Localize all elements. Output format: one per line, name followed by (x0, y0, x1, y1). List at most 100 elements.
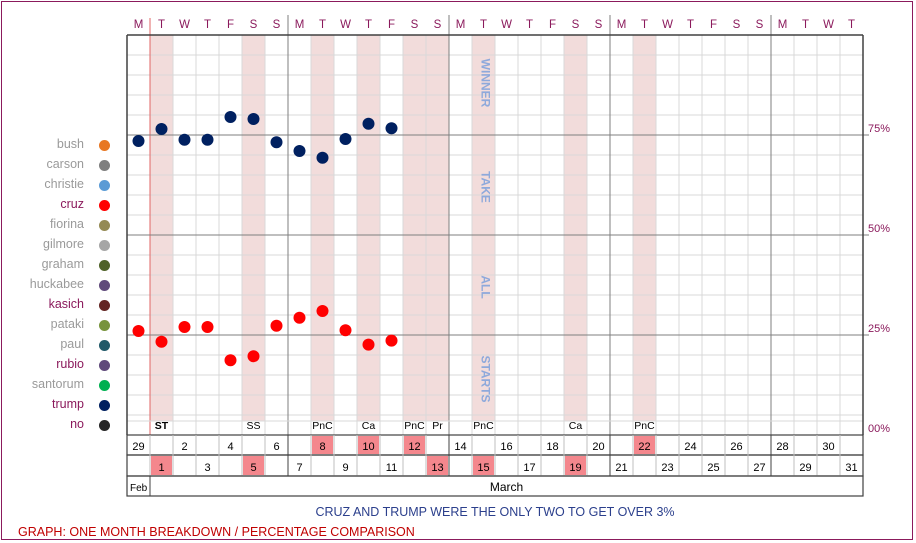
y-tick-label: 25% (868, 323, 890, 335)
trump-point (270, 136, 283, 149)
day-number: 16 (500, 441, 512, 453)
weekday-letter: T (526, 19, 533, 31)
day-number: 4 (227, 441, 233, 453)
y-tick-label: 50% (868, 223, 890, 235)
date-highlight-cell (427, 456, 448, 475)
cruz-point (270, 319, 283, 332)
day-number: 15 (477, 462, 489, 474)
legend-dot (99, 320, 110, 331)
highlight-band (311, 35, 334, 421)
chart-title: CRUZ AND TRUMP WERE THE ONLY TWO TO GET … (315, 505, 675, 519)
day-number: 9 (342, 462, 348, 474)
y-tick-label: 00% (868, 423, 890, 435)
legend-item-kasich: kasich (0, 296, 114, 316)
legend-label: pataki (50, 317, 84, 331)
day-number: 19 (569, 462, 581, 474)
day-number: 28 (776, 441, 788, 453)
legend-label: carson (46, 157, 84, 171)
trump-point (178, 133, 191, 146)
legend-dot (99, 300, 110, 311)
month-label: Feb (130, 483, 148, 494)
day-number: 30 (822, 441, 834, 453)
weekday-letter: T (480, 19, 487, 31)
month-row (126, 475, 864, 497)
highlight-band (242, 35, 265, 421)
weekday-letter: W (501, 19, 512, 31)
day-number: 2 (181, 441, 187, 453)
weekday-letter: S (411, 19, 419, 31)
day-number: 7 (296, 462, 302, 474)
highlight-band (357, 35, 380, 421)
day-number: 26 (730, 441, 742, 453)
weekday-letter: F (549, 19, 556, 31)
cruz-point (385, 334, 398, 347)
legend-label: graham (41, 257, 84, 271)
day-number: 21 (615, 462, 627, 474)
legend-item-no: no (0, 416, 114, 436)
weekday-letter: W (340, 19, 351, 31)
legend-item-trump: trump (0, 396, 114, 416)
weekday-letter: S (733, 19, 741, 31)
legend-label: kasich (48, 297, 84, 311)
band-word: ALL (478, 275, 492, 298)
highlight-band (426, 35, 449, 421)
legend-dot (99, 380, 110, 391)
weekday-letter: W (662, 19, 673, 31)
cruz-point (247, 350, 260, 363)
day-number: 20 (592, 441, 604, 453)
weekday-letter: T (641, 19, 648, 31)
legend-dot (99, 360, 110, 371)
highlight-band (150, 35, 173, 421)
legend-label: fiorina (49, 217, 84, 231)
event-label: SS (246, 420, 260, 432)
cruz-point (178, 321, 191, 333)
legend-dot (99, 340, 110, 351)
highlight-band (564, 35, 587, 421)
date-highlight-cell (404, 436, 425, 454)
legend-item-christie: christie (0, 176, 114, 196)
legend-label: huckabee (29, 277, 84, 291)
day-number: 6 (273, 441, 279, 453)
trump-point (385, 122, 398, 135)
legend-label: no (70, 417, 84, 431)
legend-item-cruz: cruz (0, 196, 114, 216)
weekday-letter: M (617, 19, 627, 31)
event-label: Ca (362, 420, 376, 432)
legend-label: cruz (60, 197, 84, 211)
event-label: PnC (312, 420, 333, 432)
day-number: 8 (319, 441, 325, 453)
weekday-letter: M (778, 19, 788, 31)
cruz-point (339, 324, 352, 337)
event-label: Ca (569, 420, 583, 432)
day-number: 29 (799, 462, 811, 474)
weekday-letter: S (273, 19, 281, 31)
legend-item-pataki: pataki (0, 316, 114, 336)
cruz-point (224, 354, 237, 367)
cruz-point (155, 335, 168, 348)
weekday-letter: M (134, 19, 144, 31)
legend-dot (99, 160, 110, 171)
weekday-letter: T (802, 19, 809, 31)
day-number: 23 (661, 462, 673, 474)
day-number: 25 (707, 462, 719, 474)
legend-item-huckabee: huckabee (0, 276, 114, 296)
event-label: Pr (432, 420, 443, 432)
cruz-point (293, 311, 306, 324)
day-number: 5 (250, 462, 256, 474)
weekday-letter: M (456, 19, 466, 31)
day-number: 10 (362, 441, 374, 453)
event-label: PnC (404, 420, 425, 432)
legend-item-carson: carson (0, 156, 114, 176)
graph-description: GRAPH: ONE MONTH BREAKDOWN / PERCENTAGE … (18, 525, 415, 539)
date-highlight-cell (243, 456, 264, 475)
day-number: 12 (408, 441, 420, 453)
legend-label: paul (60, 337, 84, 351)
trump-point (316, 151, 329, 164)
trump-point (201, 133, 214, 146)
cruz-point (132, 325, 145, 337)
day-number: 17 (523, 462, 535, 474)
date-highlight-cell (312, 436, 333, 454)
weekday-letter: T (365, 19, 372, 31)
